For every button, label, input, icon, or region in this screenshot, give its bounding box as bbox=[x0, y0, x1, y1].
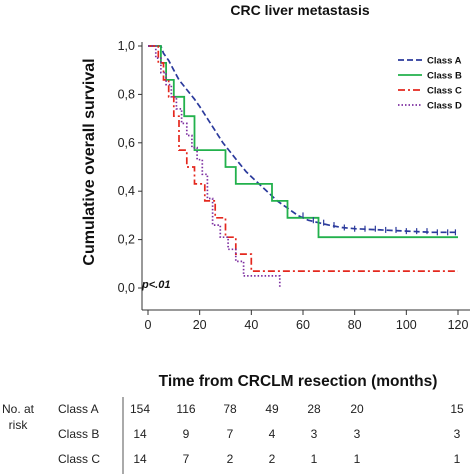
x-tick-label: 60 bbox=[296, 318, 310, 332]
chart-title: CRC liver metastasis bbox=[230, 2, 370, 18]
risk-cell: 3 bbox=[311, 427, 318, 441]
risk-cell: 2 bbox=[269, 452, 276, 466]
risk-cell: 9 bbox=[183, 427, 190, 441]
risk-cell: 7 bbox=[227, 427, 234, 441]
legend: Class A Class B Class C Class D bbox=[398, 56, 462, 112]
risk-row-label: Class A bbox=[58, 402, 99, 416]
risk-cell: 49 bbox=[265, 402, 279, 416]
risk-cell: 2 bbox=[227, 452, 234, 466]
x-tick-label: 80 bbox=[348, 318, 362, 332]
risk-cell: 14 bbox=[133, 427, 147, 441]
risk-cell: 15 bbox=[450, 402, 464, 416]
x-tick-label: 120 bbox=[448, 318, 469, 332]
risk-cell: 3 bbox=[354, 427, 361, 441]
y-tick-label: 0,2 bbox=[118, 233, 135, 247]
risk-table: No. at risk Class A 154 116 78 49 28 20 15Class… bbox=[2, 397, 464, 474]
y-tick-label: 0,6 bbox=[118, 136, 135, 150]
x-tick-label: 0 bbox=[145, 318, 152, 332]
y-axis-title: Cumulative overall survival bbox=[81, 58, 98, 265]
legend-label: Class B bbox=[427, 71, 462, 82]
risk-cell: 116 bbox=[176, 402, 195, 416]
x-tick-label: 40 bbox=[244, 318, 258, 332]
p-value-annotation: p<.01 bbox=[141, 279, 170, 291]
risk-cell: 14 bbox=[133, 452, 147, 466]
risk-row-label: Class B bbox=[58, 427, 99, 441]
risk-cell: 154 bbox=[130, 402, 150, 416]
x-tick-label: 20 bbox=[193, 318, 207, 332]
y-tick-label: 1,0 bbox=[118, 39, 135, 53]
x-axis: 0 20 40 60 80 100 120 bbox=[142, 309, 470, 332]
x-axis-title: Time from CRCLM resection (months) bbox=[159, 373, 438, 390]
y-tick-label: 0,4 bbox=[118, 184, 135, 198]
risk-cell: 78 bbox=[223, 402, 237, 416]
x-tick-label: 100 bbox=[396, 318, 417, 332]
y-tick-label: 0,8 bbox=[118, 87, 135, 101]
risk-cell: 4 bbox=[269, 427, 276, 441]
legend-label: Class D bbox=[427, 101, 462, 112]
risk-header-line2: risk bbox=[9, 418, 29, 432]
series-line-class-d bbox=[148, 45, 281, 288]
risk-cell: 20 bbox=[350, 402, 364, 416]
y-axis: 0,0 0,2 0,4 0,6 0,8 1,0 bbox=[118, 39, 143, 310]
risk-header-line1: No. at bbox=[2, 402, 35, 416]
risk-cell: 1 bbox=[311, 452, 318, 466]
risk-cell: 7 bbox=[183, 452, 190, 466]
risk-cell: 3 bbox=[454, 427, 461, 441]
series-line-class-b bbox=[148, 45, 458, 239]
legend-label: Class A bbox=[427, 56, 462, 67]
series-layer bbox=[148, 45, 458, 288]
risk-cell: 1 bbox=[354, 452, 361, 466]
legend-label: Class C bbox=[427, 86, 462, 97]
risk-cell: 28 bbox=[307, 402, 321, 416]
risk-row-label: Class C bbox=[58, 452, 100, 466]
y-tick-label: 0,0 bbox=[118, 281, 135, 295]
risk-cell: 1 bbox=[454, 452, 461, 466]
